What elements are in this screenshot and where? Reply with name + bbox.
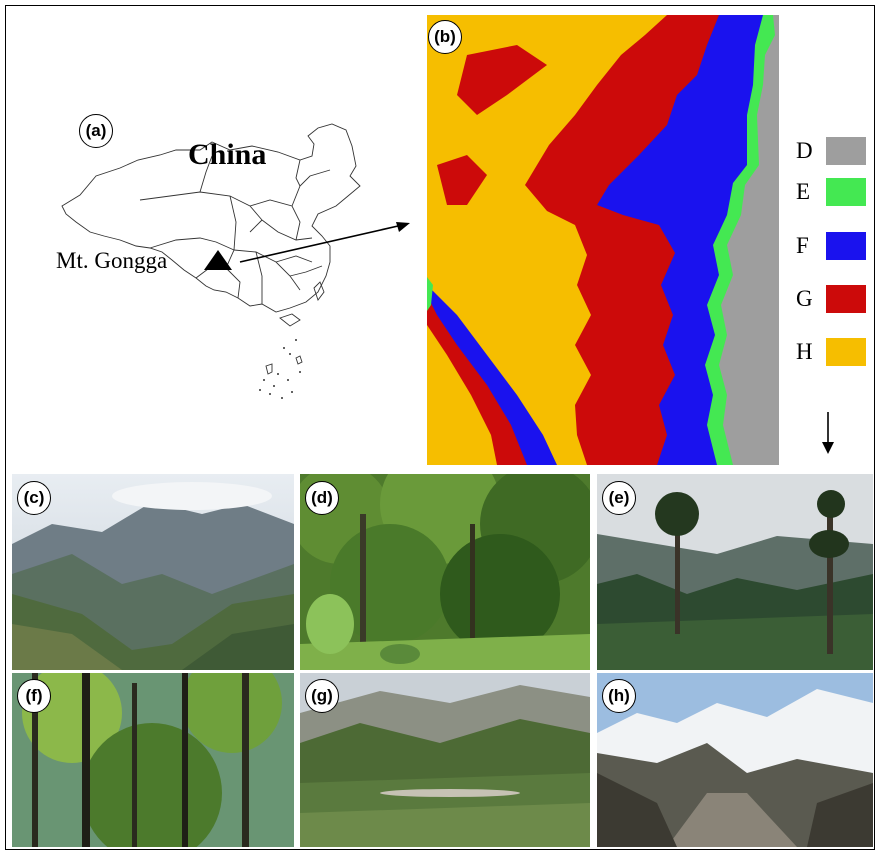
panel-label-d: (d): [305, 481, 339, 515]
legend-item-f: F: [796, 228, 870, 264]
china-label: China: [188, 138, 267, 171]
panel-label-h: (h): [602, 679, 636, 713]
legend-swatch: [826, 178, 866, 206]
legend-swatch: [826, 137, 866, 165]
legend-letter: F: [796, 233, 809, 258]
legend-swatch: [826, 232, 866, 260]
photo-glacier-valley: [597, 673, 873, 847]
legend-item-g: G: [796, 281, 870, 317]
legend-letter: D: [796, 138, 813, 163]
panel-label-b: (b): [428, 20, 462, 54]
legend-item-h: H: [796, 334, 870, 370]
panel-label-c: (c): [17, 481, 51, 515]
photo-conifer-forest: [597, 474, 873, 670]
legend-letter: G: [796, 286, 813, 311]
gongga-label: Mt. Gongga: [56, 248, 168, 273]
arrow-head-icon: [396, 222, 410, 232]
panel-label-f: (f): [17, 679, 51, 713]
panel-label-g: (g): [305, 679, 339, 713]
legend-letter: H: [796, 339, 813, 364]
vegetation-zone-map: [427, 15, 779, 465]
photo-mountain-valley: [12, 474, 294, 670]
photo-tall-forest: [12, 673, 294, 847]
legend-item-e: E: [796, 174, 870, 210]
photo-alpine-meadow: [300, 673, 590, 847]
figure-frame: [5, 5, 875, 850]
china-outline-map: [61, 123, 410, 399]
down-arrow-icon: [822, 412, 834, 454]
photo-dense-forest: [300, 474, 590, 670]
mountain-marker-icon: [204, 250, 232, 270]
legend-item-d: D: [796, 133, 870, 169]
legend-swatch: [826, 285, 866, 313]
legend-letter: E: [796, 179, 811, 204]
panel-label-a: (a): [79, 114, 113, 148]
legend-swatch: [826, 338, 866, 366]
panel-label-e: (e): [602, 481, 636, 515]
